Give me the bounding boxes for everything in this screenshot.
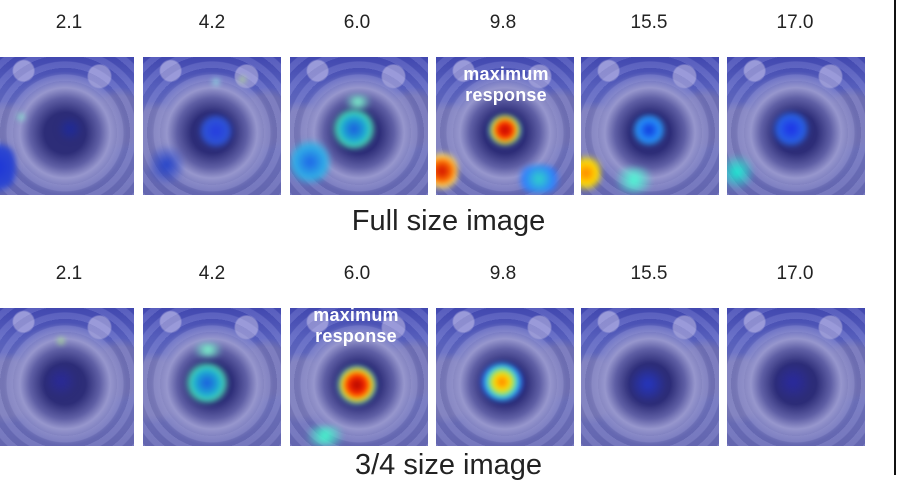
scale-label: 4.2	[198, 12, 226, 33]
scale-label: 4.2	[198, 263, 226, 284]
full-size-caption: Full size image	[351, 205, 546, 237]
heatmap-tile	[0, 308, 134, 446]
maximum-response-label: maximum response	[436, 64, 576, 106]
scale-label: 17.0	[776, 12, 814, 33]
scale-label: 15.5	[630, 263, 668, 284]
right-border	[894, 0, 896, 475]
scale-label: 6.0	[343, 263, 371, 284]
scale-label: 2.1	[55, 12, 83, 33]
heatmap-tile	[290, 57, 428, 195]
scale-label: 9.8	[489, 12, 517, 33]
heatmap-tile	[436, 308, 574, 446]
heatmap-tile	[581, 57, 719, 195]
overlay-line: maximum	[463, 64, 549, 84]
heatmap-tile	[0, 57, 134, 195]
heatmap-tile	[436, 57, 574, 195]
overlay-line: maximum	[313, 305, 399, 325]
scale-label: 6.0	[343, 12, 371, 33]
three-quarter-caption: 3/4 size image	[355, 449, 542, 481]
scale-label: 9.8	[489, 263, 517, 284]
scale-label: 2.1	[55, 263, 83, 284]
heatmap-tile	[581, 308, 719, 446]
maximum-response-label: maximum response	[286, 305, 426, 347]
overlay-line: response	[465, 85, 547, 105]
three-quarter-row: 2.1 4.2 6.0 9.8 15.5 17.0 maximum respon…	[0, 263, 897, 468]
overlay-line: response	[315, 326, 397, 346]
scale-label: 17.0	[776, 263, 814, 284]
heatmap-tile	[727, 57, 865, 195]
heatmap-tile	[727, 308, 865, 446]
full-size-row: 2.1 4.2 6.0 9.8 15.5 17.0 maximum respon…	[0, 12, 897, 217]
scale-label: 15.5	[630, 12, 668, 33]
heatmap-tile	[143, 308, 281, 446]
heatmap-tile	[143, 57, 281, 195]
heatmap-tile	[290, 308, 428, 446]
